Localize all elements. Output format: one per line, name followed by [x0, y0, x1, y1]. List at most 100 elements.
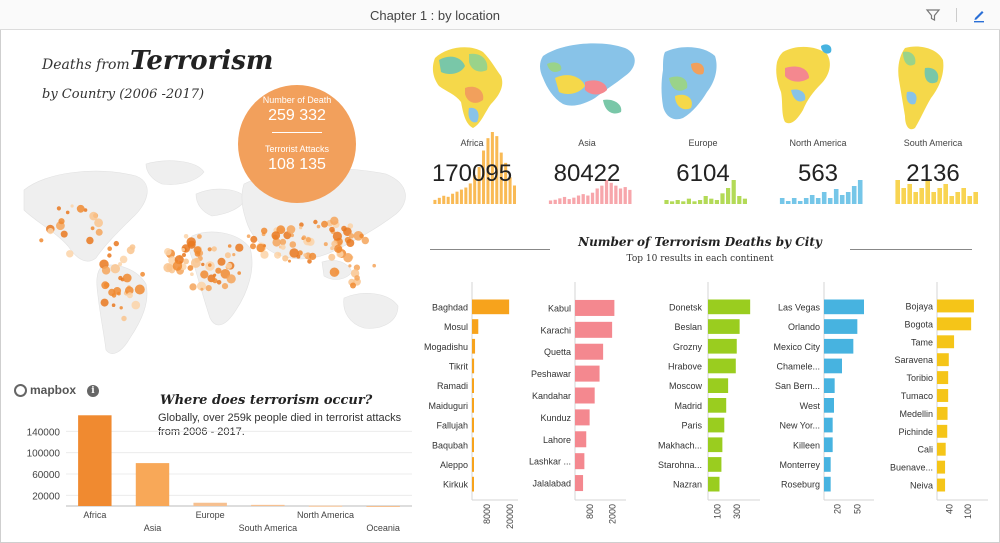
city-bar[interactable]	[472, 299, 510, 315]
africa-map[interactable]	[432, 47, 503, 129]
attack-marker	[309, 252, 317, 260]
city-bar[interactable]	[937, 460, 946, 474]
city-bar[interactable]	[824, 476, 831, 492]
sparkline-bar	[664, 200, 669, 204]
city-bar[interactable]	[708, 398, 727, 413]
city-bar[interactable]	[824, 457, 831, 472]
city-bar[interactable]	[575, 431, 587, 448]
sparkline-bar	[925, 180, 930, 204]
city-label: Lashkar ...	[529, 457, 571, 467]
city-bar[interactable]	[708, 457, 722, 472]
city-bar[interactable]	[575, 409, 590, 426]
info-icon[interactable]: i	[87, 385, 99, 397]
city-bar[interactable]	[708, 338, 737, 354]
city-bar[interactable]	[937, 406, 948, 420]
city-bar[interactable]	[575, 343, 604, 360]
x-tick-label: Asia	[144, 523, 162, 533]
city-bar[interactable]	[937, 478, 946, 492]
city-x-tick: 20	[832, 504, 842, 514]
city-bar[interactable]	[708, 476, 720, 492]
sparkline-bar	[937, 188, 942, 204]
world-map[interactable]	[6, 150, 420, 375]
city-bar[interactable]	[824, 437, 833, 453]
city-bar[interactable]	[937, 371, 949, 385]
attack-marker	[302, 235, 306, 240]
city-bar[interactable]	[575, 475, 584, 492]
city-bar[interactable]	[937, 335, 955, 349]
attack-marker	[134, 284, 145, 295]
continent-bar[interactable]	[251, 504, 285, 506]
city-bar[interactable]	[472, 437, 474, 453]
city-bar[interactable]	[824, 358, 842, 374]
asia-map[interactable]	[540, 43, 635, 114]
city-bar[interactable]	[708, 299, 751, 315]
city-label: Tumaco	[901, 391, 933, 401]
sparkline-bar	[477, 166, 481, 204]
city-label: Pichinde	[898, 427, 933, 437]
attack-marker	[197, 234, 202, 239]
city-bar[interactable]	[824, 378, 835, 393]
city-bar[interactable]	[575, 453, 585, 470]
filter-icon[interactable]	[924, 6, 942, 24]
city-bar[interactable]	[472, 417, 474, 433]
city-bar[interactable]	[824, 417, 833, 433]
city-bar[interactable]	[472, 476, 474, 492]
attack-marker	[76, 204, 85, 213]
continent-bar[interactable]	[308, 505, 343, 507]
city-x-tick: 50	[852, 504, 862, 514]
city-bar[interactable]	[472, 398, 474, 413]
info-text: Globally, over 259k people died in terro…	[158, 412, 402, 438]
continent-bar[interactable]	[366, 505, 400, 507]
europe-map[interactable]	[661, 47, 717, 120]
city-bar[interactable]	[824, 338, 854, 354]
continent-bar[interactable]	[78, 415, 112, 506]
city-bar[interactable]	[472, 378, 474, 393]
sparkline-bar	[857, 180, 863, 204]
city-section-subtitle: Top 10 results in each continent	[626, 254, 774, 264]
city-bar[interactable]	[824, 398, 834, 413]
city-bar[interactable]	[937, 424, 948, 438]
city-label: Makhach...	[658, 440, 702, 450]
city-bar[interactable]	[575, 299, 615, 316]
city-bar[interactable]	[472, 319, 479, 334]
mapbox-logo[interactable]: mapbox	[14, 383, 76, 397]
city-label: Baqubah	[432, 440, 468, 450]
sparkline-bar	[581, 194, 585, 204]
city-bar[interactable]	[937, 389, 949, 402]
north-america-map[interactable]	[776, 44, 832, 124]
city-bar[interactable]	[472, 358, 475, 374]
city-bar[interactable]	[708, 417, 725, 433]
continent-bar[interactable]	[193, 502, 227, 506]
city-bar[interactable]	[575, 365, 600, 382]
city-bar[interactable]	[708, 319, 740, 334]
continent-bar[interactable]	[135, 463, 170, 506]
sparkline-bar	[692, 201, 697, 204]
city-bar[interactable]	[575, 387, 595, 404]
city-bar[interactable]	[708, 378, 729, 393]
attack-marker	[343, 253, 353, 263]
south-america-map[interactable]	[898, 46, 944, 130]
city-bar[interactable]	[575, 321, 613, 338]
city-bar[interactable]	[937, 317, 972, 331]
city-bar[interactable]	[937, 442, 946, 456]
city-bar[interactable]	[937, 299, 974, 313]
attack-marker	[190, 272, 194, 276]
attack-marker	[361, 236, 369, 245]
city-bar[interactable]	[708, 358, 736, 374]
attack-marker	[119, 255, 128, 264]
city-bar[interactable]	[472, 457, 474, 472]
city-bar[interactable]	[824, 299, 864, 315]
y-tick-label: 60000	[32, 470, 60, 481]
city-bar[interactable]	[708, 437, 723, 453]
toolbar-divider	[956, 8, 957, 22]
pencil-icon[interactable]	[970, 6, 988, 24]
city-bar[interactable]	[824, 319, 858, 334]
attack-marker	[211, 246, 217, 252]
sparkline-bar	[590, 192, 595, 204]
attack-marker	[307, 259, 312, 264]
attack-marker	[359, 233, 364, 239]
attack-marker	[181, 248, 185, 252]
city-bar[interactable]	[937, 353, 949, 367]
city-label: Bogota	[904, 319, 933, 329]
city-bar[interactable]	[472, 338, 476, 354]
